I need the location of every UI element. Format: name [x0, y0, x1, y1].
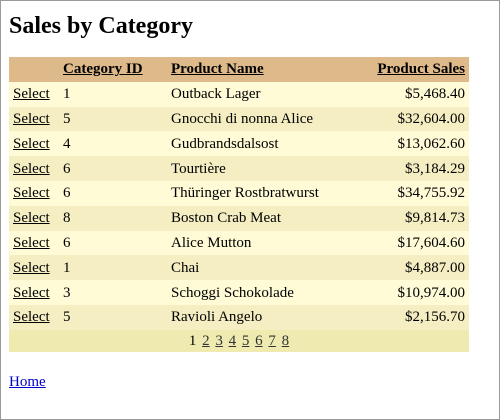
pager-page-link[interactable]: 4 — [228, 332, 237, 349]
table-row: Select 6 Thüringer Rostbratwurst $34,755.92 — [9, 180, 469, 206]
product-name-cell: Tourtière — [167, 156, 339, 181]
home-link[interactable]: Home — [9, 374, 46, 390]
table-row: Select 4 Gudbrandsdalsost $13,062.60 — [9, 131, 469, 157]
pager-current-page: 1 — [188, 332, 197, 349]
product-sales-cell: $34,755.92 — [339, 180, 469, 206]
select-link[interactable]: Select — [13, 284, 50, 301]
select-cell: Select — [9, 304, 59, 330]
category-id-cell: 5 — [59, 304, 167, 330]
page-title: Sales by Category — [9, 13, 193, 39]
pager-page-link[interactable]: 3 — [215, 332, 223, 349]
product-name-cell: Thüringer Rostbratwurst — [167, 180, 339, 206]
sort-product-sales-link[interactable]: Product Sales — [377, 61, 465, 78]
pager-page-link[interactable]: 5 — [241, 332, 250, 349]
select-cell: Select — [9, 106, 59, 132]
table-row: Select 6 Alice Mutton $17,604.60 — [9, 230, 469, 256]
select-link[interactable]: Select — [13, 185, 50, 202]
category-id-cell: 6 — [59, 180, 167, 206]
table-row: Select 3 Schoggi Schokolade $10,974.00 — [9, 280, 469, 305]
product-name-cell: Chai — [167, 255, 339, 281]
header-product-sales[interactable]: Product Sales — [339, 57, 469, 82]
category-id-cell: 6 — [59, 156, 167, 181]
pager-page-link[interactable]: 7 — [268, 332, 276, 349]
category-id-cell: 8 — [59, 205, 167, 231]
category-id-cell: 6 — [59, 230, 167, 256]
header-select-column — [9, 57, 59, 82]
table-row: Select 1 Chai $4,887.00 — [9, 255, 469, 281]
select-cell: Select — [9, 255, 59, 281]
select-link[interactable]: Select — [13, 210, 50, 227]
select-link[interactable]: Select — [13, 110, 50, 127]
select-link[interactable]: Select — [13, 309, 50, 326]
product-sales-cell: $5,468.40 — [339, 81, 469, 107]
product-sales-cell: $9,814.73 — [339, 205, 469, 231]
category-id-cell: 1 — [59, 81, 167, 107]
product-name-cell: Alice Mutton — [167, 230, 339, 256]
table-row: Select 1 Outback Lager $5,468.40 — [9, 81, 469, 107]
product-sales-cell: $10,974.00 — [339, 280, 469, 305]
product-sales-cell: $13,062.60 — [339, 131, 469, 157]
grid-body: Select 1 Outback Lager $5,468.40 Select 5 Gnoc… — [9, 81, 469, 330]
header-category-id[interactable]: Category ID — [59, 57, 167, 82]
category-id-cell: 1 — [59, 255, 167, 281]
product-name-cell: Gudbrandsdalsost — [167, 131, 339, 157]
category-id-cell: 3 — [59, 280, 167, 305]
product-sales-cell: $17,604.60 — [339, 230, 469, 256]
select-cell: Select — [9, 180, 59, 206]
select-link[interactable]: Select — [13, 86, 50, 103]
select-link[interactable]: Select — [13, 259, 50, 276]
sales-grid: Category ID Product Name Product Sales S… — [9, 57, 469, 352]
table-row: Select 5 Ravioli Angelo $2,156.70 — [9, 304, 469, 330]
product-sales-cell: $32,604.00 — [339, 106, 469, 132]
category-id-cell: 5 — [59, 106, 167, 132]
select-cell: Select — [9, 205, 59, 231]
pager: 1 2 3 4 5 6 7 8 — [9, 329, 469, 352]
product-name-cell: Gnocchi di nonna Alice — [167, 106, 339, 132]
select-link[interactable]: Select — [13, 135, 50, 152]
pager-page-link[interactable]: 8 — [281, 332, 290, 349]
product-name-cell: Ravioli Angelo — [167, 304, 339, 330]
product-sales-cell: $2,156.70 — [339, 304, 469, 330]
select-cell: Select — [9, 230, 59, 256]
pager-page-link[interactable]: 2 — [202, 332, 210, 349]
select-cell: Select — [9, 280, 59, 305]
product-sales-cell: $3,184.29 — [339, 156, 469, 181]
table-row: Select 8 Boston Crab Meat $9,814.73 — [9, 205, 469, 231]
sort-category-id-link[interactable]: Category ID — [63, 61, 143, 78]
select-cell: Select — [9, 131, 59, 157]
select-link[interactable]: Select — [13, 234, 50, 251]
pager-page-link[interactable]: 6 — [255, 332, 263, 349]
select-cell: Select — [9, 156, 59, 181]
pager-row: 1 2 3 4 5 6 7 8 — [9, 329, 469, 352]
header-product-name[interactable]: Product Name — [167, 57, 339, 82]
product-name-cell: Boston Crab Meat — [167, 205, 339, 231]
table-row: Select 6 Tourtière $3,184.29 — [9, 156, 469, 181]
grid-header-row: Category ID Product Name Product Sales — [9, 57, 469, 82]
product-name-cell: Schoggi Schokolade — [167, 280, 339, 305]
product-sales-cell: $4,887.00 — [339, 255, 469, 281]
select-cell: Select — [9, 81, 59, 107]
category-id-cell: 4 — [59, 131, 167, 157]
sort-product-name-link[interactable]: Product Name — [171, 61, 264, 78]
table-row: Select 5 Gnocchi di nonna Alice $32,604.00 — [9, 106, 469, 132]
select-link[interactable]: Select — [13, 160, 50, 177]
product-name-cell: Outback Lager — [167, 81, 339, 107]
